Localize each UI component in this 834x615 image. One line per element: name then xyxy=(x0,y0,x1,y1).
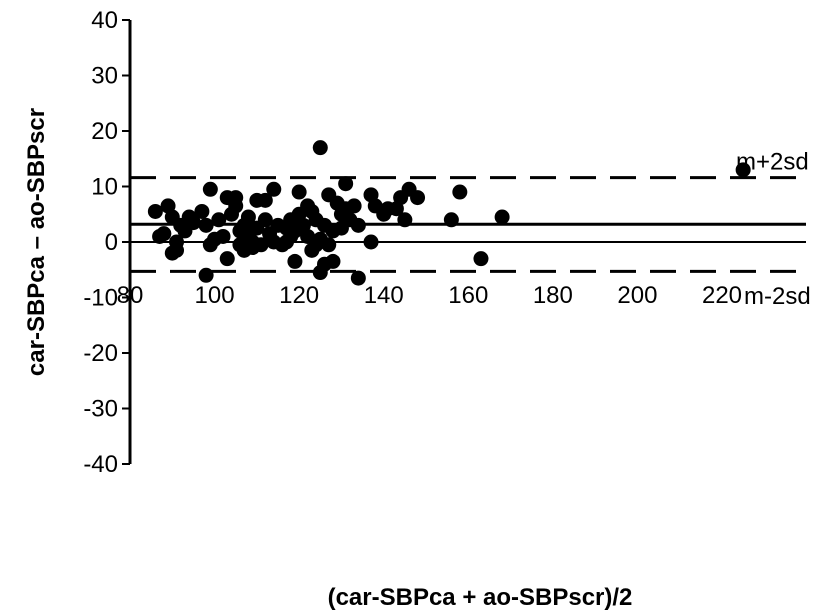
y-ticks: 40 30 20 10 0 -10 -20 -30 -40 xyxy=(83,7,130,478)
data-point xyxy=(325,253,341,269)
y-tick-label: 10 xyxy=(91,174,118,201)
data-point xyxy=(473,251,489,267)
data-point xyxy=(321,237,337,253)
data-point xyxy=(185,215,201,231)
data-point xyxy=(240,209,256,225)
y-axis-title: car-SBPca – ao-SBPscr xyxy=(23,108,50,376)
y-tick-label: 30 xyxy=(91,63,118,90)
x-tick-label: 140 xyxy=(364,282,404,309)
x-tick-label: 160 xyxy=(448,282,488,309)
y-tick-label: -10 xyxy=(83,285,118,312)
data-point xyxy=(452,184,468,200)
data-point xyxy=(338,176,354,192)
y-tick-label: -30 xyxy=(83,396,118,423)
data-point xyxy=(253,237,269,253)
data-point xyxy=(350,270,366,286)
data-point xyxy=(147,203,163,219)
y-tick-label: 0 xyxy=(105,229,118,256)
data-point xyxy=(291,184,307,200)
x-tick-label: 220 xyxy=(702,282,742,309)
x-tick-label: 100 xyxy=(195,282,235,309)
data-point xyxy=(443,212,459,228)
data-point xyxy=(410,190,426,206)
data-point xyxy=(228,190,244,206)
y-tick-label: -40 xyxy=(83,451,118,478)
data-point xyxy=(202,181,218,197)
data-point xyxy=(156,226,172,242)
y-tick-label: 20 xyxy=(91,118,118,145)
x-ticks: 80 100 120 140 160 180 200 220 xyxy=(117,282,742,309)
data-point xyxy=(350,217,366,233)
data-point xyxy=(363,234,379,250)
data-point xyxy=(198,217,214,233)
upper-limit-label: m+2sd xyxy=(736,149,809,176)
x-tick-label: 120 xyxy=(279,282,319,309)
data-point xyxy=(257,192,273,208)
data-point xyxy=(735,162,751,178)
data-point xyxy=(397,212,413,228)
x-axis-title: (car-SBPca + ao-SBPscr)/2 xyxy=(328,584,633,611)
y-tick-label: 40 xyxy=(91,7,118,34)
x-tick-label: 200 xyxy=(617,282,657,309)
y-tick-label: -20 xyxy=(83,340,118,367)
data-point xyxy=(287,253,303,269)
data-point xyxy=(346,198,362,214)
lower-limit-label: m-2sd xyxy=(744,283,811,310)
data-point xyxy=(211,212,227,228)
data-point xyxy=(194,203,210,219)
data-point xyxy=(215,228,231,244)
x-tick-label: 80 xyxy=(117,282,144,309)
data-point xyxy=(257,212,273,228)
data-point xyxy=(198,267,214,283)
data-point xyxy=(219,251,235,267)
data-points xyxy=(147,140,751,286)
axes xyxy=(128,20,806,464)
data-point xyxy=(312,140,328,156)
data-point xyxy=(266,181,282,197)
data-point xyxy=(169,242,185,258)
x-tick-label: 180 xyxy=(533,282,573,309)
data-point xyxy=(494,209,510,225)
